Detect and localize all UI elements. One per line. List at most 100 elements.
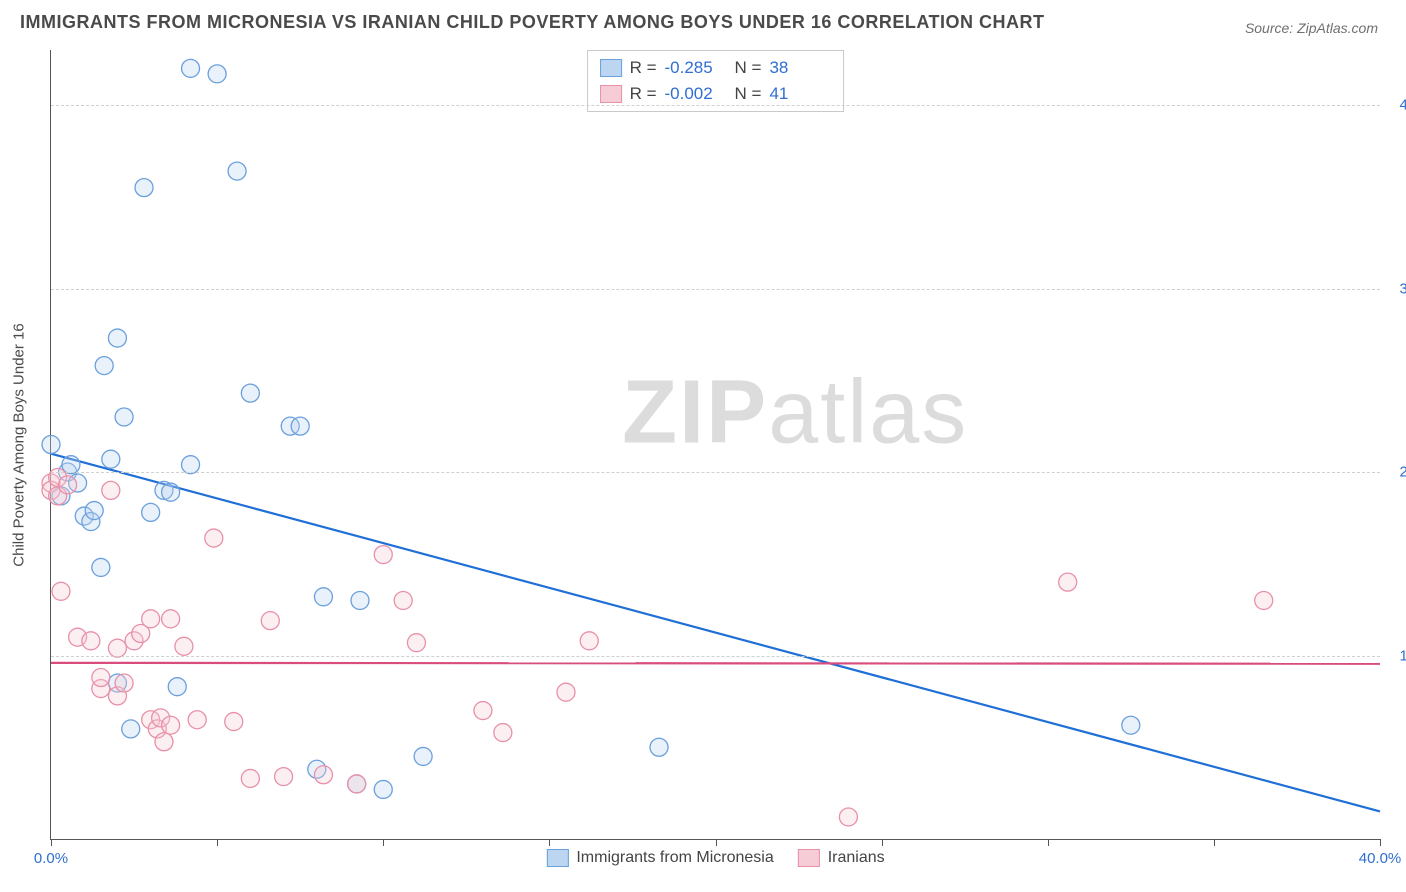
legend-correlation: R = -0.285 N = 38 R = -0.002 N = 41 [587, 50, 845, 112]
data-point [1255, 591, 1273, 609]
data-point [374, 780, 392, 798]
legend-r-label: R = [630, 84, 657, 104]
legend-n-label: N = [735, 84, 762, 104]
legend-r-value: -0.285 [665, 58, 727, 78]
legend-series-label: Immigrants from Micronesia [576, 849, 773, 867]
data-point [314, 766, 332, 784]
legend-swatch [600, 59, 622, 77]
legend-series-item: Iranians [798, 849, 885, 867]
data-point [102, 450, 120, 468]
data-point [225, 713, 243, 731]
trend-line [51, 663, 1380, 664]
data-point [208, 65, 226, 83]
x-tick [383, 839, 384, 846]
data-point [348, 775, 366, 793]
y-tick-label: 10.0% [1399, 647, 1406, 664]
y-tick-label: 30.0% [1399, 280, 1406, 297]
legend-row: R = -0.002 N = 41 [600, 81, 832, 107]
x-tick [217, 839, 218, 846]
data-point [108, 639, 126, 657]
data-point [580, 632, 598, 650]
data-point [162, 610, 180, 628]
data-point [1122, 716, 1140, 734]
data-point [557, 683, 575, 701]
data-point [162, 483, 180, 501]
data-point [394, 591, 412, 609]
data-point [188, 711, 206, 729]
data-point [275, 768, 293, 786]
x-tick [549, 839, 550, 846]
data-point [175, 637, 193, 655]
chart-svg [51, 50, 1380, 839]
plot-area: ZIPatlas Child Poverty Among Boys Under … [50, 50, 1380, 840]
data-point [42, 436, 60, 454]
grid-line [51, 656, 1380, 657]
x-tick-label: 40.0% [1359, 850, 1402, 867]
data-point [182, 456, 200, 474]
data-point [261, 612, 279, 630]
legend-swatch [546, 849, 568, 867]
grid-line [51, 105, 1380, 106]
chart-source: Source: ZipAtlas.com [1245, 20, 1378, 36]
data-point [241, 769, 259, 787]
data-point [650, 738, 668, 756]
data-point [122, 720, 140, 738]
data-point [115, 674, 133, 692]
legend-series: Immigrants from Micronesia Iranians [546, 849, 884, 867]
legend-n-value: 38 [769, 58, 831, 78]
data-point [115, 408, 133, 426]
x-tick [1214, 839, 1215, 846]
data-point [407, 634, 425, 652]
data-point [839, 808, 857, 826]
x-tick [716, 839, 717, 846]
data-point [474, 702, 492, 720]
data-point [85, 502, 103, 520]
y-axis-title: Child Poverty Among Boys Under 16 [11, 323, 28, 566]
data-point [52, 582, 70, 600]
legend-series-label: Iranians [828, 849, 885, 867]
legend-row: R = -0.285 N = 38 [600, 55, 832, 81]
data-point [142, 610, 160, 628]
data-point [82, 632, 100, 650]
y-tick-label: 40.0% [1399, 97, 1406, 114]
data-point [142, 503, 160, 521]
x-tick [1048, 839, 1049, 846]
data-point [162, 716, 180, 734]
data-point [1059, 573, 1077, 591]
data-point [95, 357, 113, 375]
y-tick-label: 20.0% [1399, 464, 1406, 481]
data-point [414, 747, 432, 765]
x-tick [882, 839, 883, 846]
data-point [205, 529, 223, 547]
data-point [374, 546, 392, 564]
data-point [108, 329, 126, 347]
data-point [351, 591, 369, 609]
legend-swatch [798, 849, 820, 867]
data-point [241, 384, 259, 402]
legend-n-label: N = [735, 58, 762, 78]
data-point [228, 162, 246, 180]
data-point [182, 59, 200, 77]
legend-n-value: 41 [769, 84, 831, 104]
data-point [92, 669, 110, 687]
chart-title: IMMIGRANTS FROM MICRONESIA VS IRANIAN CH… [20, 12, 1045, 33]
trend-line [51, 454, 1380, 812]
data-point [92, 558, 110, 576]
legend-r-value: -0.002 [665, 84, 727, 104]
data-point [314, 588, 332, 606]
data-point [59, 476, 77, 494]
x-tick-label: 0.0% [34, 850, 68, 867]
data-point [155, 733, 173, 751]
x-tick [51, 839, 52, 846]
x-tick [1380, 839, 1381, 846]
grid-line [51, 289, 1380, 290]
legend-r-label: R = [630, 58, 657, 78]
data-point [102, 481, 120, 499]
data-point [291, 417, 309, 435]
data-point [135, 179, 153, 197]
data-point [168, 678, 186, 696]
data-point [494, 724, 512, 742]
legend-swatch [600, 85, 622, 103]
legend-series-item: Immigrants from Micronesia [546, 849, 773, 867]
grid-line [51, 472, 1380, 473]
